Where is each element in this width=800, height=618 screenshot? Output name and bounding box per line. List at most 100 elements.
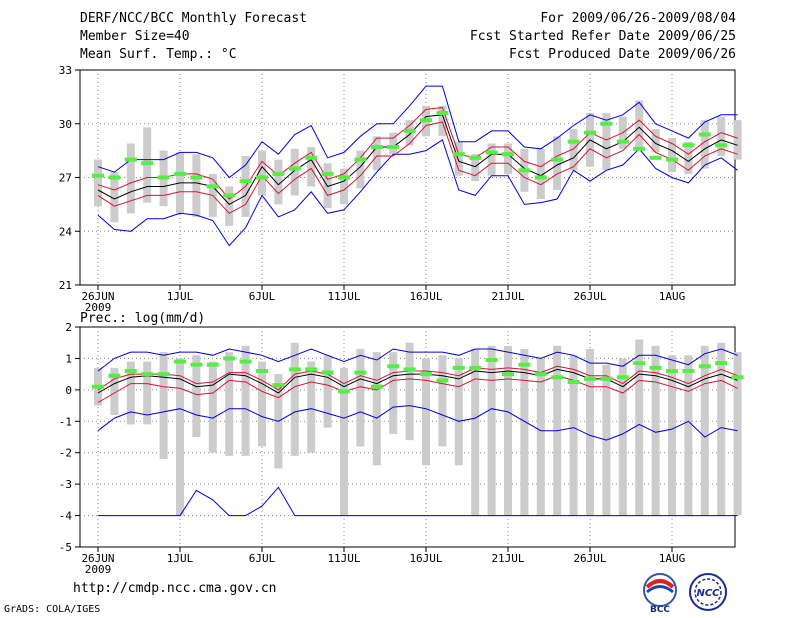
y-tick-label: -4 — [59, 510, 73, 523]
ncc-logo-icon: NCC — [689, 573, 727, 611]
ensemble-box — [405, 342, 414, 441]
y-tick-label: 27 — [59, 172, 72, 185]
ensemble-box — [110, 367, 119, 415]
outer-lower-line — [97, 405, 738, 441]
ensemble-box — [520, 349, 529, 516]
ensemble-box — [602, 113, 611, 171]
y-tick-label: 2 — [65, 321, 72, 334]
forecast-period-label: For 2009/06/26-2009/08/04 — [540, 11, 736, 26]
extreme-lower-line — [98, 486, 738, 517]
ensemble-box — [471, 349, 480, 516]
source-url[interactable]: http://cmdp.ncc.cma.gov.cn — [73, 581, 277, 596]
forecast-produced-date-label: Fcst Produced Date 2009/06/26 — [509, 47, 736, 62]
ensemble-box — [438, 355, 447, 447]
ensemble-box — [159, 352, 168, 459]
ensemble-box — [225, 186, 234, 226]
ensemble-box — [536, 148, 545, 199]
ensemble-box — [290, 148, 299, 196]
inner-lower-line — [97, 121, 738, 214]
outer-lower-line — [97, 139, 738, 247]
x-tick-label: 11JUL — [327, 290, 360, 303]
ensemble-box — [307, 361, 316, 453]
y-tick-label: 21 — [59, 279, 72, 292]
ensemble-box — [110, 172, 119, 223]
ensemble-box — [389, 132, 398, 155]
ensemble-box — [143, 361, 152, 425]
x-tick-label: 6JUL — [249, 552, 276, 565]
ensemble-box — [241, 345, 250, 456]
y-tick-label: -3 — [59, 478, 72, 491]
ensemble-box — [422, 358, 430, 466]
ensemble-box — [340, 168, 348, 205]
ensemble-box — [668, 138, 676, 173]
ensemble-box — [684, 141, 693, 174]
ensemble-box — [208, 361, 217, 453]
ensemble-box — [307, 147, 316, 187]
x-tick-label: 21JUL — [491, 290, 524, 303]
ensemble-box — [586, 349, 594, 516]
plot-frame — [79, 69, 736, 286]
ensemble-box — [504, 345, 512, 516]
ensemble-box — [504, 143, 512, 174]
ensemble-box — [192, 154, 201, 217]
ensemble-box — [258, 150, 266, 196]
ensemble-box — [635, 100, 644, 149]
ensemble-box — [651, 345, 660, 516]
ensemble-box — [94, 159, 102, 207]
ensemble-box — [225, 352, 234, 456]
inner-upper-line — [97, 107, 738, 200]
y-tick-label: 1 — [65, 352, 72, 365]
outer-upper-line — [97, 348, 738, 372]
ensemble-box — [389, 352, 398, 434]
x-tick-label: 16JUL — [409, 552, 442, 565]
ensemble-box — [618, 358, 627, 516]
ensemble-box — [569, 129, 578, 171]
ensemble-box — [569, 355, 578, 516]
member-size-label: Member Size=40 — [80, 29, 190, 44]
inner-lower-line — [97, 375, 738, 403]
ensemble-box — [192, 355, 201, 437]
y-tick-label: 24 — [59, 225, 73, 238]
grads-credit: GrADS: COLA/IGES — [4, 604, 101, 615]
x-tick-label: 1JUL — [167, 290, 194, 303]
ensemble-box — [487, 143, 496, 176]
x-tick-label: 21JUL — [491, 552, 524, 565]
ensemble-box — [717, 116, 726, 156]
ensemble-box — [372, 136, 381, 171]
svg-text:NCC: NCC — [696, 588, 720, 599]
x-tick-label: 26JUL — [573, 552, 606, 565]
temperature-panel: 21 24 27 30 33 26JUN 1JUL 6JUL 11JUL 16JUL 21JUL 26… — [59, 64, 742, 314]
chart-title: DERF/NCC/BCC Monthly Forecast — [80, 11, 307, 26]
panel-title: Prec.: log(mm/d) — [80, 311, 205, 326]
ensemble-box — [700, 345, 709, 516]
x-tick-label: 16JUL — [409, 290, 442, 303]
ensemble-box — [487, 345, 496, 516]
ensemble-box — [717, 342, 726, 516]
forecast-start-date-label: Fcst Started Refer Date 2009/06/25 — [469, 29, 736, 44]
y-tick-label: -2 — [59, 447, 72, 460]
ensemble-box — [126, 143, 135, 214]
x-tick-label: 11JUL — [327, 552, 360, 565]
ensemble-box — [126, 361, 135, 425]
ensemble-box — [372, 352, 381, 466]
ensemble-box — [700, 120, 709, 169]
ensemble-box — [438, 105, 447, 137]
ensemble-box — [274, 159, 283, 205]
ensemble-box — [340, 367, 348, 516]
ensemble-box — [290, 342, 299, 456]
precipitation-panel: -5 -4 -3 -2 -1 0 1 2 26JUN 1JUL 6JUL 11JUL 16JUL 21JU… — [59, 311, 744, 576]
svg-text:BCC: BCC — [650, 605, 670, 614]
ensemble-box — [356, 150, 365, 189]
ensemble-box — [454, 141, 463, 176]
x-tick-label: 1AUG — [659, 290, 686, 303]
x-tick-label: 1AUG — [659, 552, 686, 565]
ensemble-box — [651, 129, 660, 153]
ensemble-box — [668, 355, 676, 516]
x-year-label: 2009 — [85, 301, 112, 314]
ensemble-mean-line — [97, 368, 738, 394]
ensemble-box — [356, 349, 365, 447]
ensemble-box — [536, 358, 545, 516]
ensemble-box — [454, 358, 463, 466]
ensemble-box — [553, 136, 562, 191]
